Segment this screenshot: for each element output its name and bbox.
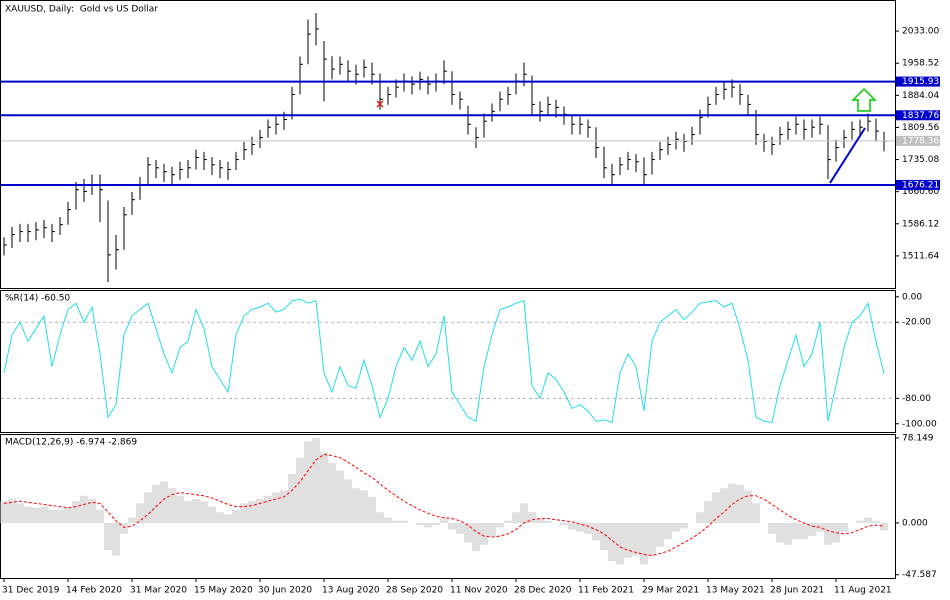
macd-panel — [0, 434, 896, 579]
last-price-label: 1778.36 — [902, 136, 939, 146]
level-label: 1915.93 — [902, 77, 939, 87]
y-tick-label: 2033.00 — [902, 27, 939, 37]
level-box — [896, 76, 940, 87]
x-tick-label: 30 Jun 2020 — [258, 586, 312, 596]
x-tick-label: 28 Sep 2020 — [386, 586, 443, 596]
wpr-line — [3, 298, 885, 424]
y-tick-label: 78.149 — [902, 433, 934, 443]
x-tick-label: 14 Feb 2020 — [66, 586, 122, 596]
level-label: 1837.76 — [902, 111, 939, 121]
trend-line — [829, 127, 866, 184]
y-tick-label: 1660.60 — [902, 187, 939, 197]
wpr-title: %R(14) -60.50 — [5, 294, 70, 304]
x-tick-label: 31 Mar 2020 — [130, 586, 187, 596]
x-tick-label: 15 May 2020 — [194, 586, 253, 596]
plot: 2033.00 1958.52 1884.04 1809.56 1735.08 1660.… — [0, 12, 940, 580]
x-tick-label: 31 Dec 2019 — [2, 586, 60, 596]
y-tick-label: 1735.08 — [902, 155, 939, 165]
y-tick-label: 1586.12 — [902, 219, 939, 229]
x-tick-label: 11 Aug 2021 — [834, 586, 892, 596]
x-tick-label: 11 Nov 2020 — [450, 586, 508, 596]
macd-title: MACD(12,26,9) -6.974 -2.869 — [5, 438, 137, 448]
x-tick-label: 13 Aug 2020 — [322, 586, 380, 596]
signal-line — [3, 453, 885, 557]
up-arrow — [851, 87, 877, 112]
y-tick-label: -20.00 — [902, 318, 931, 328]
level-box — [896, 110, 940, 121]
level-label: 1676.21 — [902, 180, 939, 190]
y-tick-label: -47.587 — [902, 570, 937, 580]
y-tick-label: -100.00 — [902, 419, 937, 429]
x-tick-label: 13 May 2021 — [706, 586, 765, 596]
y-tick-label: 1511.64 — [902, 251, 939, 261]
chart-title: XAUUSD, Daily: Gold vs US Dollar — [5, 5, 158, 15]
y-tick-label: 0.00 — [902, 292, 922, 302]
x-tick-label: 28 Jun 2021 — [770, 586, 824, 596]
x-tick-label: 29 Mar 2021 — [642, 586, 699, 596]
x-tick-label: 11 Feb 2021 — [578, 586, 634, 596]
y-tick-label: 1809.56 — [902, 123, 939, 133]
y-tick-label: -80.00 — [902, 394, 931, 404]
wpr-panel — [0, 290, 896, 433]
marker — [376, 100, 384, 108]
y-tick-label: 1958.52 — [902, 59, 939, 69]
y-tick-label: 0.000 — [902, 518, 928, 528]
last-price-box — [896, 135, 940, 146]
price-panel — [0, 0, 896, 289]
y-tick-label: 1884.04 — [902, 91, 939, 101]
x-tick-label: 28 Dec 2020 — [514, 586, 572, 596]
level-box — [896, 179, 940, 190]
